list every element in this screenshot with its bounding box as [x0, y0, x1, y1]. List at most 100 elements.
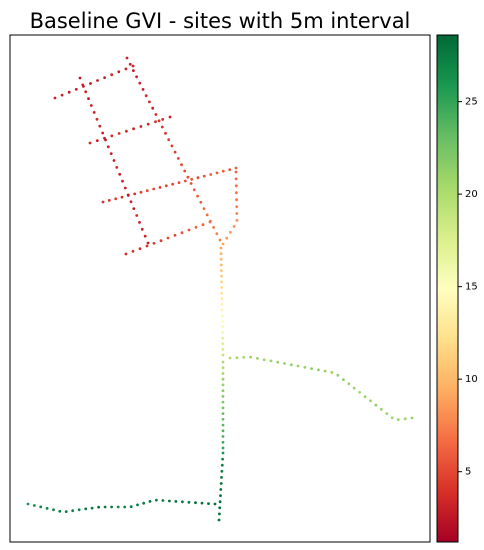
site-dot	[221, 400, 225, 404]
site-dot	[219, 488, 223, 491]
site-dot	[262, 358, 266, 362]
site-dot	[131, 249, 135, 253]
site-dot	[374, 403, 378, 407]
site-dot	[98, 124, 102, 128]
site-dot	[152, 241, 156, 245]
site-dot	[96, 79, 99, 82]
site-dot	[220, 274, 223, 278]
site-dot	[123, 505, 127, 509]
plot-frame	[9, 34, 431, 543]
site-dot	[126, 193, 130, 197]
site-dot	[217, 518, 221, 522]
site-dot	[136, 503, 139, 507]
colorbar-tick-label: 15	[465, 282, 478, 293]
site-dot	[154, 120, 157, 124]
site-dot	[221, 435, 225, 438]
site-dot	[221, 377, 225, 381]
site-dot	[379, 407, 383, 411]
site-dot	[145, 189, 149, 193]
site-dot	[45, 507, 49, 510]
site-dot	[144, 94, 148, 98]
site-dot	[101, 200, 105, 204]
site-dot	[200, 501, 204, 505]
site-dot	[369, 399, 372, 403]
site-dot	[228, 356, 232, 360]
site-dot	[220, 314, 224, 317]
site-dot	[89, 104, 93, 107]
site-dot	[202, 207, 206, 211]
site-dot	[106, 145, 110, 149]
site-dot	[396, 418, 400, 421]
site-dot	[296, 364, 300, 368]
site-dot	[336, 373, 340, 377]
site-dot	[170, 144, 174, 148]
site-dot	[117, 132, 121, 135]
site-dot	[123, 186, 127, 190]
site-dot	[215, 232, 219, 236]
site-dot	[221, 325, 224, 329]
site-dot	[220, 463, 224, 467]
site-dot	[207, 502, 210, 505]
site-dot	[168, 115, 172, 119]
site-dot	[189, 182, 193, 185]
site-dot	[118, 172, 122, 176]
site-dot	[112, 159, 116, 162]
site-dot	[124, 67, 128, 71]
site-dot	[129, 505, 133, 509]
site-dot	[283, 362, 286, 365]
site-dot	[330, 371, 334, 374]
site-dot	[117, 70, 121, 74]
site-dot	[115, 166, 119, 169]
site-dot	[33, 504, 36, 507]
site-dot	[213, 502, 217, 506]
site-dot	[221, 169, 225, 173]
site-dot	[78, 76, 82, 80]
site-dot	[234, 177, 238, 181]
site-dot	[161, 499, 165, 502]
site-dot	[74, 87, 78, 91]
site-dot	[131, 64, 135, 68]
site-dot	[158, 186, 162, 189]
site-dot	[161, 118, 165, 121]
site-dot	[196, 194, 200, 198]
site-dot	[84, 90, 88, 94]
site-dot	[148, 100, 151, 104]
site-dot	[317, 368, 320, 372]
site-dot	[116, 505, 120, 509]
site-dot	[235, 198, 239, 202]
site-dot	[221, 451, 225, 455]
site-dot	[192, 188, 196, 192]
site-dot	[221, 412, 225, 415]
site-dot	[132, 69, 135, 72]
site-dot	[90, 506, 94, 510]
site-dot	[221, 417, 225, 421]
site-dot	[342, 378, 345, 381]
site-dot	[209, 173, 213, 176]
site-dot	[234, 166, 238, 170]
site-dot	[225, 236, 229, 240]
site-dot	[154, 113, 158, 116]
site-dot	[209, 219, 212, 223]
site-dot	[128, 62, 132, 66]
site-dot	[60, 93, 64, 97]
site-dot	[219, 482, 223, 485]
site-dot	[235, 219, 239, 222]
site-dot	[220, 469, 224, 473]
site-dot	[229, 230, 232, 234]
site-dot	[187, 500, 191, 504]
site-dot	[219, 252, 223, 256]
site-dot	[39, 505, 43, 509]
site-dot	[138, 247, 142, 251]
site-dot	[132, 127, 136, 131]
site-dot	[159, 239, 163, 243]
site-dot	[58, 509, 62, 513]
colorbar-tick-label: 5	[465, 467, 471, 478]
site-dot	[133, 192, 137, 196]
site-dot	[218, 512, 221, 516]
site-dot	[221, 372, 225, 375]
site-dot	[220, 280, 224, 284]
site-dot	[221, 319, 224, 323]
site-dot	[220, 291, 224, 295]
site-dot	[235, 191, 238, 195]
